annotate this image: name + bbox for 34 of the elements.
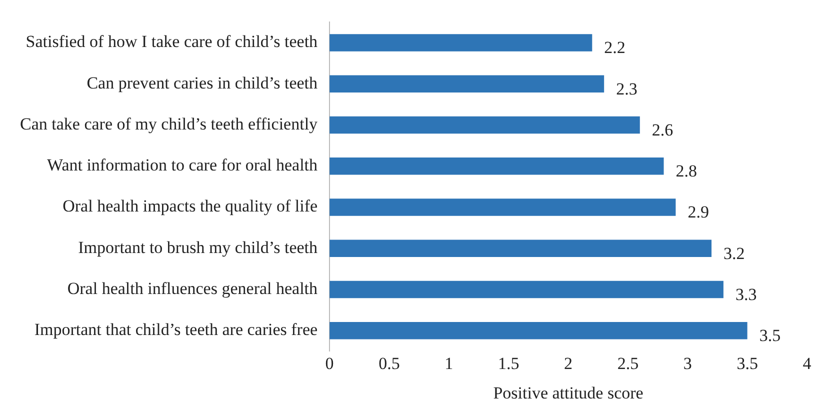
x-tick-label: 2 [564,354,573,373]
data-label: 3.5 [759,326,781,346]
data-label: 3.2 [724,244,745,263]
y-tick-label: Oral health impacts the quality of life [62,196,318,216]
y-tick-label: Can prevent caries in child’s teeth [86,73,318,92]
data-label: 2.3 [616,79,638,98]
x-tick-label: 0.5 [378,354,400,373]
bar [330,240,712,258]
data-label: 2.9 [688,202,709,222]
x-tick-label: 0 [325,354,334,373]
data-label: 2.6 [652,120,674,140]
y-tick-label: Satisfied of how I take care of child’s teeth [26,32,318,52]
y-tick-label: Oral health influences general health [67,278,318,298]
bar [330,158,664,175]
x-tick-label: 1.5 [498,354,520,373]
bar [330,34,592,52]
y-tick-label: Can take care of my child’s teeth efficiently [20,114,318,134]
y-tick-label: Important to brush my child’s teeth [78,238,318,257]
bar [330,75,604,93]
bar [330,198,676,216]
data-label: 2.8 [676,162,698,181]
x-tick-label: 4 [802,354,812,373]
y-tick-label: Important that child’s teeth are caries free [34,320,318,340]
x-tick-label: 2.5 [617,354,639,373]
data-label: 2.2 [604,38,626,58]
bar [330,322,748,340]
x-tick-label: 3 [683,354,692,373]
bar [330,280,724,298]
x-tick-label: 3.5 [736,354,758,373]
bar [330,116,640,134]
x-axis-title: Positive attitude score [493,383,644,402]
x-tick-label: 1 [444,354,454,373]
data-label: 3.3 [735,284,757,304]
y-tick-label: Want information to care for oral health [47,156,318,175]
